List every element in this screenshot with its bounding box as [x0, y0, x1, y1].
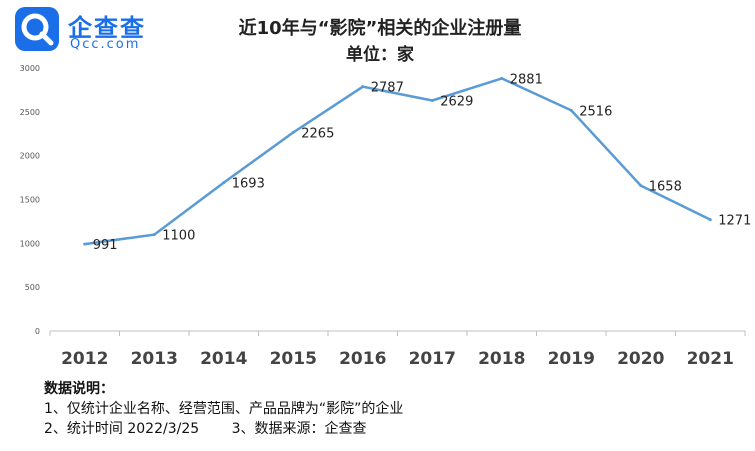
y-tick-label: 3000	[20, 64, 40, 73]
y-tick-label: 1000	[20, 239, 40, 248]
x-tick-label: 2014	[200, 349, 247, 369]
y-tick-label: 2500	[20, 108, 40, 117]
y-tick-label: 1500	[20, 196, 40, 205]
data-point	[83, 242, 87, 246]
data-point	[361, 85, 365, 89]
x-tick-label: 2018	[478, 349, 525, 369]
series-line	[84, 77, 711, 246]
data-notes: 数据说明： 1、仅统计企业名称、经营范围、产品品牌为“影院”的企业 2、统计时间…	[44, 379, 403, 439]
x-tick-label: 2021	[687, 349, 734, 369]
data-label: 2516	[579, 104, 612, 119]
chart-subtitle: 单位：家	[346, 45, 414, 65]
x-tick-label: 2015	[270, 349, 317, 369]
brand-name-en: Qcc.com	[70, 37, 141, 52]
data-point	[569, 108, 573, 112]
notes-line-2: 2、统计时间 2022/3/25 3、数据来源：企查查	[44, 419, 403, 439]
data-point	[291, 130, 295, 134]
x-tick-label: 2019	[548, 349, 595, 369]
notes-stat-time: 2、统计时间 2022/3/25	[44, 421, 200, 437]
data-label: 991	[93, 238, 118, 253]
data-point	[152, 233, 156, 237]
data-label: 2629	[440, 95, 473, 110]
x-tick-label: 2012	[61, 349, 108, 369]
brand-name-cn: 企查查	[68, 14, 146, 42]
data-point	[222, 181, 226, 185]
brand-logo: 企查查 Qcc.com	[14, 6, 164, 54]
data-point	[708, 218, 712, 222]
chart-title: 近10年与“影院”相关的企业注册量	[238, 18, 522, 39]
data-label: 1693	[232, 177, 265, 192]
data-label: 2265	[301, 126, 334, 141]
data-label: 1271	[718, 214, 751, 229]
data-point	[430, 99, 434, 103]
data-label: 1658	[649, 180, 682, 195]
data-point	[500, 76, 504, 80]
x-tick-label: 2016	[339, 349, 386, 369]
notes-data-source: 3、数据来源：企查查	[231, 421, 367, 437]
data-label: 2787	[371, 81, 404, 96]
x-tick-label: 2017	[409, 349, 456, 369]
notes-heading: 数据说明：	[44, 381, 114, 397]
x-tick-label: 2013	[131, 349, 178, 369]
notes-line-1: 1、仅统计企业名称、经营范围、产品品牌为“影院”的企业	[44, 401, 404, 417]
x-tick-label: 2020	[617, 349, 664, 369]
y-tick-label: 500	[25, 283, 40, 292]
data-point	[639, 184, 643, 188]
data-label: 1100	[162, 229, 195, 244]
y-tick-label: 2000	[20, 152, 40, 161]
qcc-logo-icon	[15, 7, 59, 51]
y-tick-label: 0	[35, 327, 40, 336]
data-label: 2881	[510, 72, 543, 87]
